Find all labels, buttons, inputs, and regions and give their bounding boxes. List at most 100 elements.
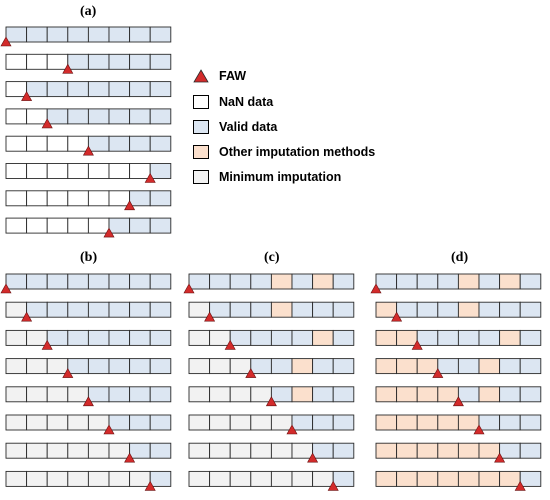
minimum-swatch — [193, 170, 209, 184]
data-cell — [46, 386, 69, 403]
data-cell — [291, 273, 314, 290]
data-cell — [5, 81, 28, 98]
faw-marker — [473, 424, 485, 435]
data-cell — [5, 217, 28, 234]
data-cell — [229, 386, 252, 403]
data-cell — [332, 301, 355, 318]
data-cell — [188, 386, 211, 403]
faw-marker — [0, 36, 12, 47]
data-cell — [519, 301, 542, 318]
panel-c — [183, 273, 355, 491]
data-cell — [375, 470, 398, 487]
data-cell — [209, 386, 231, 403]
data-cell — [396, 386, 418, 403]
data-cell — [478, 386, 501, 403]
data-cell — [229, 470, 252, 487]
data-cell — [149, 273, 172, 290]
data-cell — [312, 386, 334, 403]
data-cell — [129, 358, 151, 375]
data-cell — [26, 329, 48, 346]
data-cell — [129, 217, 151, 234]
data-cell — [519, 329, 542, 346]
data-cell — [108, 135, 131, 152]
data-cell — [26, 190, 48, 207]
data-cell — [149, 53, 172, 70]
data-cell — [519, 358, 542, 375]
faw-marker — [62, 63, 74, 74]
faw-marker — [183, 283, 195, 294]
data-cell — [67, 329, 89, 346]
data-cell — [26, 217, 48, 234]
data-cell — [26, 273, 48, 290]
data-cell — [291, 414, 314, 431]
data-cell — [229, 442, 252, 459]
data-cell — [229, 301, 252, 318]
data-cell — [188, 273, 211, 290]
sequence-row — [5, 470, 172, 491]
panel-label-a: (a) — [80, 4, 97, 19]
data-cell — [108, 414, 131, 431]
data-cell — [108, 358, 131, 375]
data-cell — [129, 470, 151, 487]
faw-marker — [103, 227, 115, 238]
data-cell — [229, 358, 252, 375]
sequence-row — [5, 329, 172, 350]
data-cell — [67, 358, 89, 375]
sequence-row — [375, 386, 542, 407]
data-cell — [229, 273, 252, 290]
data-cell — [46, 358, 69, 375]
data-cell — [209, 329, 231, 346]
data-cell — [188, 414, 211, 431]
data-cell — [375, 329, 398, 346]
sequence-row — [188, 301, 355, 322]
data-cell — [5, 135, 28, 152]
data-cell — [46, 163, 69, 179]
data-cell — [250, 301, 272, 318]
faw-marker — [307, 452, 319, 463]
data-cell — [26, 26, 48, 43]
sequence-row — [188, 442, 355, 463]
data-cell — [129, 26, 151, 43]
data-cell — [5, 470, 28, 487]
data-cell — [46, 217, 69, 234]
data-cell — [46, 81, 69, 98]
valid-swatch — [193, 120, 209, 134]
data-cell — [250, 414, 272, 431]
data-cell — [416, 386, 439, 403]
data-cell — [416, 414, 439, 431]
data-cell — [149, 329, 172, 346]
sequence-row — [0, 26, 172, 47]
data-cell — [87, 190, 110, 207]
data-cell — [270, 301, 293, 318]
data-cell — [457, 273, 480, 290]
data-cell — [375, 273, 398, 290]
sequence-row — [5, 190, 172, 211]
data-cell — [87, 301, 110, 318]
data-cell — [5, 329, 28, 346]
faw-marker — [224, 339, 236, 350]
data-cell — [108, 26, 131, 43]
data-cell — [332, 329, 355, 346]
data-cell — [457, 329, 480, 346]
sequence-row — [188, 386, 355, 407]
data-cell — [291, 442, 314, 459]
sequence-row — [5, 135, 172, 156]
data-cell — [129, 81, 151, 98]
data-cell — [149, 414, 172, 431]
data-cell — [87, 135, 110, 152]
data-cell — [250, 329, 272, 346]
sequence-row — [375, 470, 542, 491]
sequence-row — [375, 301, 542, 322]
legend-other-label: Other imputation methods — [219, 145, 376, 159]
data-cell — [26, 470, 48, 487]
data-cell — [457, 470, 480, 487]
panel-label-b: (b) — [80, 250, 98, 265]
data-cell — [499, 273, 521, 290]
data-cell — [332, 414, 355, 431]
faw-marker — [514, 480, 526, 491]
data-cell — [457, 301, 480, 318]
data-cell — [270, 329, 293, 346]
data-cell — [312, 301, 334, 318]
data-cell — [396, 273, 418, 290]
